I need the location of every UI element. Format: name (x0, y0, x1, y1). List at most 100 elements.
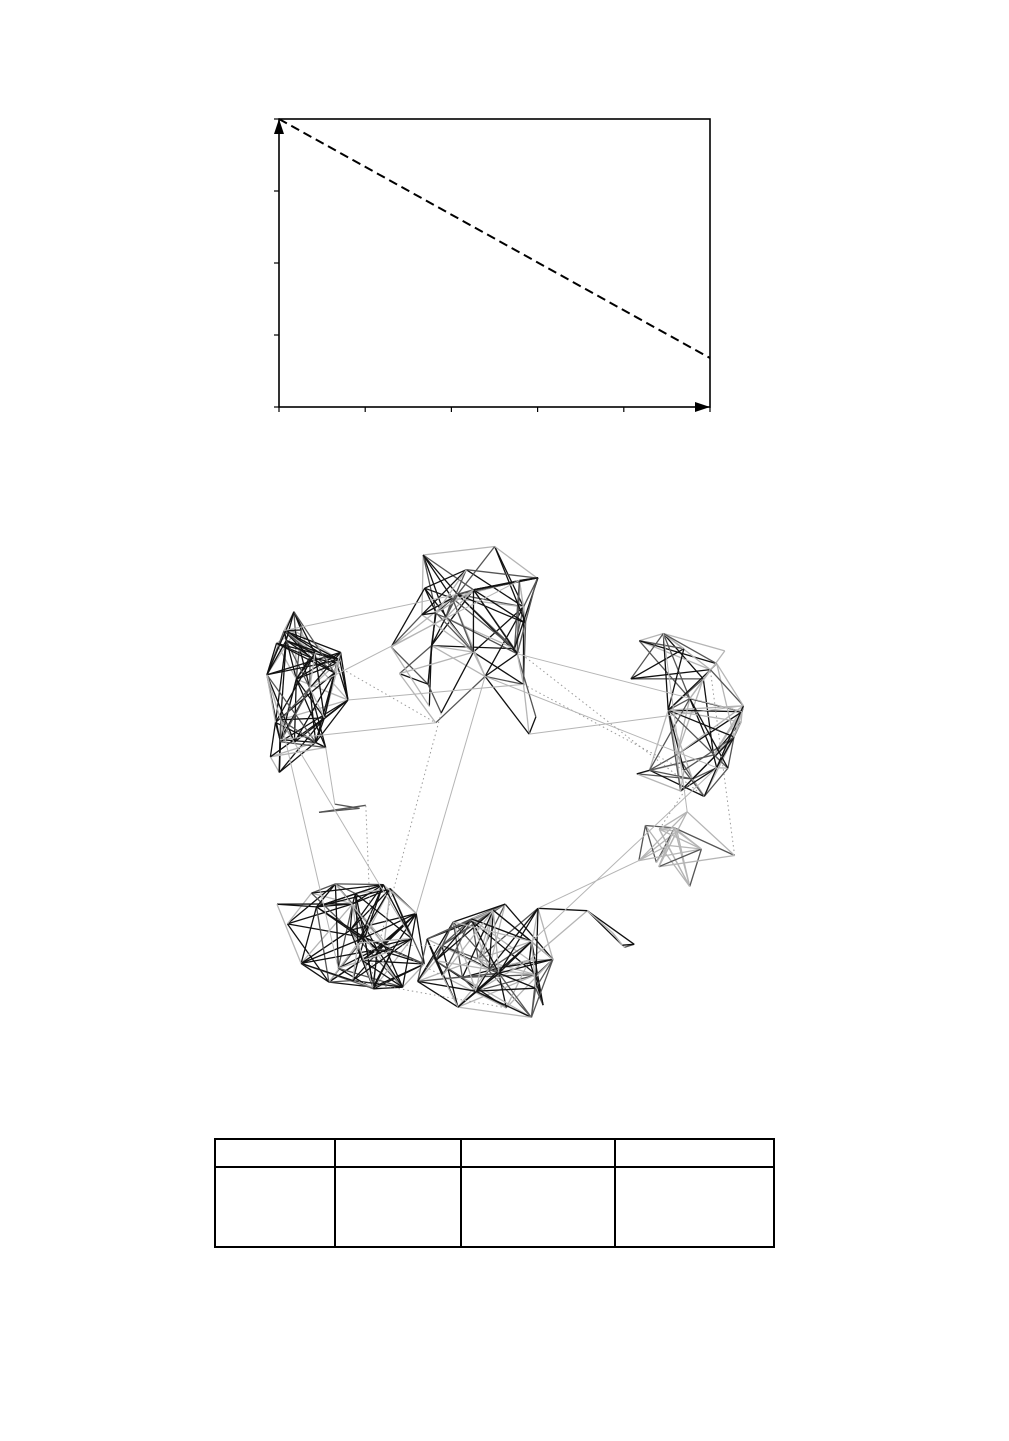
table-cell (460, 1167, 616, 1248)
graph-edge (494, 545, 538, 579)
graph-edge (274, 722, 282, 742)
graph-edge (287, 903, 353, 925)
graph-edge (278, 741, 317, 773)
graph-edge (630, 633, 664, 680)
graph-edge (498, 972, 532, 1018)
graph-edge (709, 669, 744, 707)
graph-edge (270, 746, 326, 758)
graph-edge (484, 676, 530, 735)
graph-edge (504, 903, 554, 960)
graph-edge (315, 883, 336, 908)
graph-edge (676, 711, 743, 756)
graph-edge (531, 941, 554, 960)
graph-edge (372, 963, 425, 988)
graph-edge (586, 910, 614, 934)
graph-edge (457, 974, 537, 1008)
graph-edge (283, 593, 458, 632)
graph-edge (683, 769, 705, 797)
table-cell (614, 1167, 775, 1248)
graph-edge (417, 960, 437, 982)
graph-edge (488, 940, 532, 970)
graph-edge (440, 651, 474, 714)
graph-edge (528, 716, 537, 735)
graph-edge (445, 617, 518, 655)
graph-edge (309, 653, 316, 689)
graph-edge (622, 943, 635, 946)
graph-edge (347, 683, 524, 701)
plot-frame (278, 118, 711, 408)
graph-edge (528, 910, 588, 961)
graph-edge (300, 936, 365, 965)
graph-edge (266, 674, 296, 743)
graph-edge (475, 990, 532, 1018)
graph-edge (362, 959, 425, 965)
graph-edge (283, 629, 341, 654)
graph-edge (286, 892, 313, 925)
graph-edge (300, 962, 353, 982)
graph-edge (399, 672, 429, 685)
graph-edge (452, 921, 464, 978)
graph-edge (667, 648, 685, 711)
graph-edge (676, 678, 704, 755)
graph-edge (337, 903, 354, 969)
graph-edge (689, 669, 711, 699)
graph-edge (667, 698, 691, 711)
graph-edge (452, 921, 500, 974)
graph-edge (318, 807, 360, 813)
graph-edge (417, 972, 499, 983)
graph-edge (676, 705, 744, 756)
graph-edge (662, 633, 691, 699)
table-header-cell (334, 1138, 462, 1168)
graph-edge (441, 918, 473, 977)
graph-edge (668, 709, 742, 723)
graph-edge (431, 645, 486, 677)
graph-edge (471, 909, 494, 920)
graph-edge (662, 633, 688, 812)
graph-edge (668, 705, 744, 711)
table-header-cell (460, 1138, 616, 1168)
graph-edge (401, 938, 413, 988)
graph-edge (531, 767, 718, 942)
graph-edge (530, 941, 537, 989)
graph-edge (636, 769, 650, 775)
graph-edge (266, 674, 277, 723)
graph-edge (667, 844, 702, 850)
graph-edge (270, 741, 316, 758)
graph-edge (667, 710, 685, 771)
graph-edge (300, 929, 351, 964)
graph-edge (475, 959, 530, 992)
graph-edge (473, 589, 526, 624)
graph-edge (421, 614, 474, 653)
graph-edge (283, 630, 338, 664)
graph-edge (354, 893, 359, 944)
graph-edge (644, 825, 691, 887)
graph-edge (537, 907, 588, 912)
graph-edge (473, 651, 524, 685)
graph-edge (716, 663, 744, 707)
graph-edge (362, 937, 412, 962)
graph-edge (441, 945, 459, 1008)
graph-edge (435, 960, 490, 971)
graph-edge (266, 611, 295, 676)
graph-edge (648, 698, 691, 771)
graph-edge (484, 653, 518, 677)
graph-edge (300, 906, 318, 964)
graph-edge (285, 640, 311, 689)
graph-edge (466, 569, 538, 579)
graph-edge (315, 717, 326, 743)
graph-edge (445, 597, 453, 618)
graph-edge (498, 941, 533, 974)
graph-edge (269, 756, 280, 773)
graph-edge (435, 960, 463, 978)
graph-edge (703, 767, 729, 797)
graph-edge (427, 683, 442, 714)
graph-edge (492, 910, 500, 974)
graph-edge (716, 767, 728, 769)
graph-edge (488, 910, 494, 970)
graph-edge (384, 944, 442, 947)
graph-edge (658, 778, 693, 830)
graph-edge (457, 968, 490, 1008)
graph-edge (645, 824, 675, 829)
graph-edge (390, 614, 423, 648)
graph-edge (355, 887, 391, 895)
